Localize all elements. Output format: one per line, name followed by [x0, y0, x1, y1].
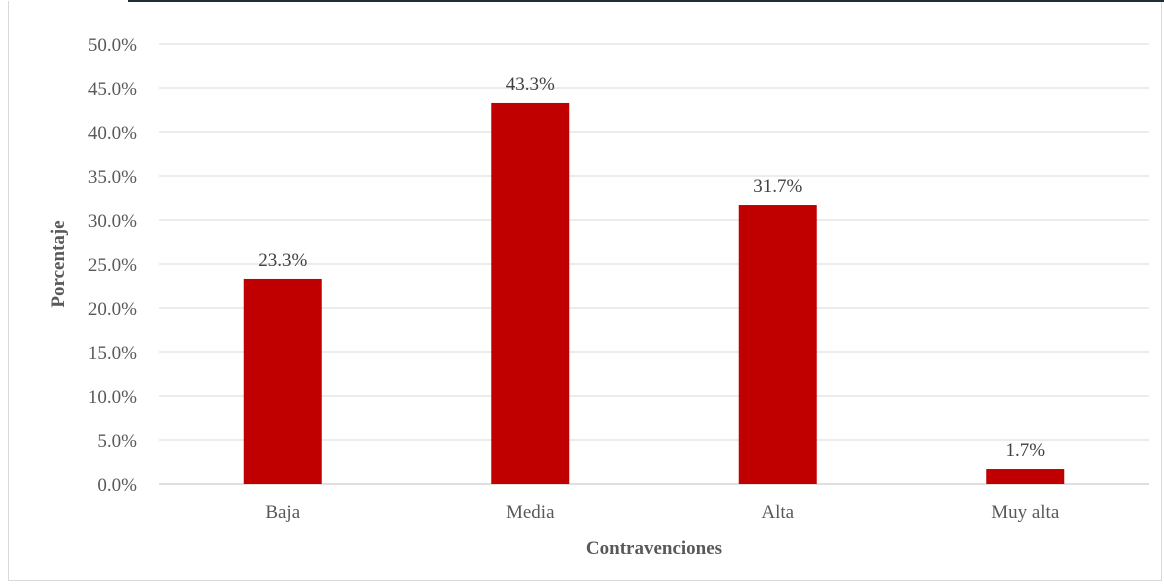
bar-muy-alta	[986, 469, 1065, 484]
y-tick-label: 0.0%	[97, 475, 137, 496]
y-tick-label: 35.0%	[88, 167, 137, 188]
x-tick-label: Alta	[761, 502, 794, 523]
y-axis-title: Porcentaje	[48, 220, 69, 307]
data-label: 43.3%	[506, 74, 555, 95]
y-tick-label: 25.0%	[88, 255, 137, 276]
data-label: 23.3%	[258, 250, 307, 271]
bar-baja	[243, 278, 322, 484]
y-tick-label: 50.0%	[88, 35, 137, 56]
data-label: 1.7%	[1005, 440, 1045, 461]
x-tick-label: Baja	[265, 502, 300, 523]
x-axis-title: Contravenciones	[586, 538, 722, 559]
top-rule	[128, 0, 1164, 2]
x-tick-labels: Baja Media Alta Muy alta	[265, 502, 1060, 523]
x-tick-label: Media	[506, 502, 555, 523]
y-tick-label: 30.0%	[88, 211, 137, 232]
y-tick-label: 10.0%	[88, 387, 137, 408]
y-tick-label: 40.0%	[88, 123, 137, 144]
y-tick-labels: 0.0% 5.0% 10.0% 15.0% 20.0% 25.0% 30.0% 35.0% 40…	[88, 35, 137, 496]
y-tick-label: 45.0%	[88, 79, 137, 100]
gridlines	[159, 43, 1149, 485]
y-tick-label: 20.0%	[88, 299, 137, 320]
y-tick-label: 15.0%	[88, 343, 137, 364]
x-tick-label: Muy alta	[991, 502, 1060, 523]
bar-alta	[738, 205, 817, 485]
data-label: 31.7%	[753, 176, 802, 197]
y-tick-label: 5.0%	[97, 431, 137, 452]
bar-media	[491, 102, 570, 485]
bars	[243, 102, 1065, 485]
data-labels: 23.3% 43.3% 31.7% 1.7%	[258, 74, 1045, 461]
